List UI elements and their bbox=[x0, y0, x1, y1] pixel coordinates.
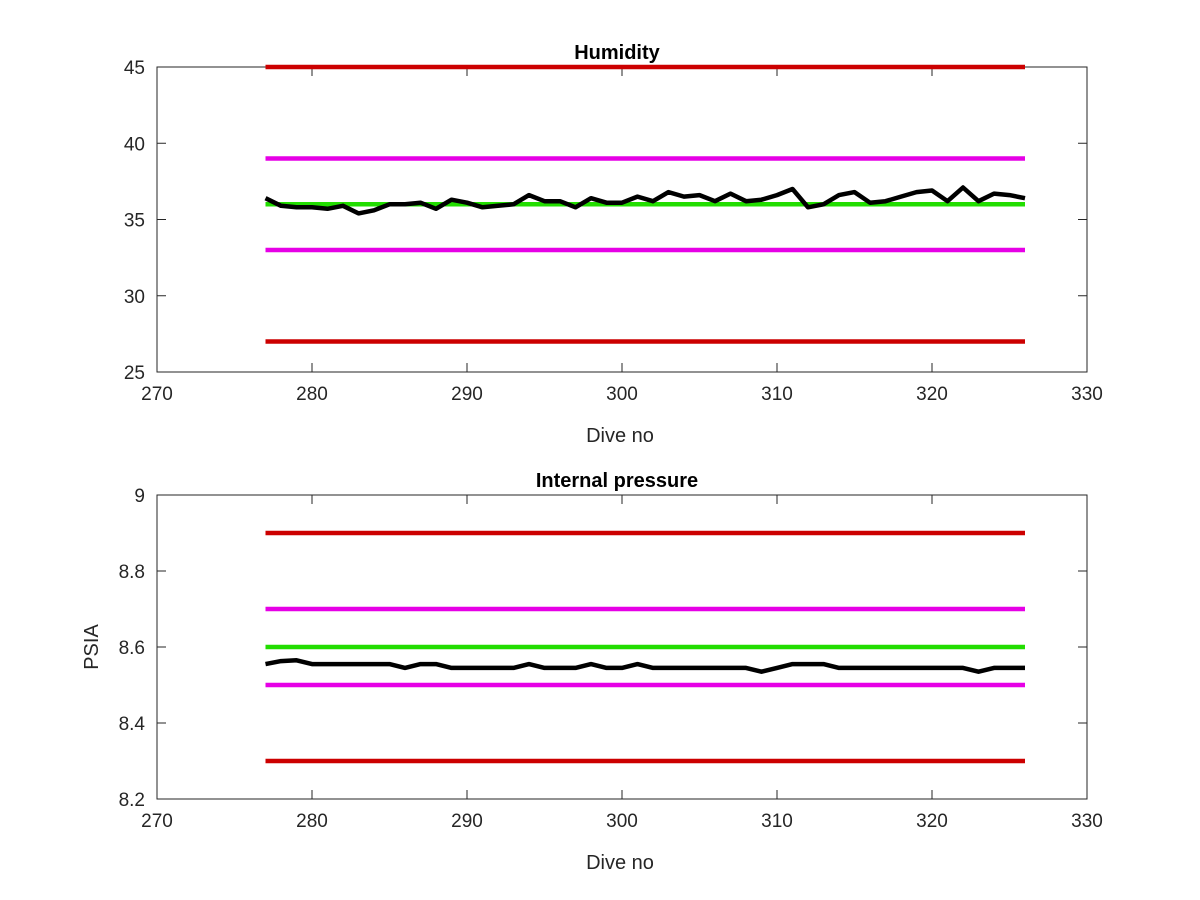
axes-frame bbox=[156, 66, 1088, 373]
y-tick-label: 9 bbox=[134, 486, 145, 507]
data-series-line bbox=[265, 658, 1025, 674]
y-tick-label: 25 bbox=[124, 363, 145, 384]
chart-title: Humidity bbox=[574, 42, 660, 64]
y-tick-label: 8.2 bbox=[119, 790, 145, 811]
y-axis-label: PSIA bbox=[81, 624, 103, 670]
x-axis-label: Dive no bbox=[586, 425, 654, 447]
x-tick-label: 310 bbox=[761, 384, 793, 405]
x-tick-label: 270 bbox=[141, 811, 173, 832]
data-series-line bbox=[264, 185, 1026, 216]
y-tick-label: 35 bbox=[124, 211, 145, 232]
y-tick-label: 40 bbox=[124, 134, 145, 155]
x-tick-label: 320 bbox=[916, 811, 948, 832]
x-tick-label: 330 bbox=[1071, 384, 1103, 405]
x-axis-label: Dive no bbox=[586, 852, 654, 874]
x-tick-label: 280 bbox=[296, 811, 328, 832]
x-tick-label: 320 bbox=[916, 384, 948, 405]
x-tick-label: 270 bbox=[141, 384, 173, 405]
x-tick-label: 290 bbox=[451, 384, 483, 405]
y-tick-label: 8.4 bbox=[119, 714, 146, 735]
x-tick-label: 280 bbox=[296, 384, 328, 405]
y-tick-label: 30 bbox=[124, 287, 145, 308]
x-tick-label: 300 bbox=[606, 384, 638, 405]
y-tick-label: 8.6 bbox=[119, 638, 145, 659]
humidity-chart: 270 280 290 300 310 320 330 25 30 35 40 45 Humidity D… bbox=[124, 42, 1103, 447]
x-tick-label: 330 bbox=[1071, 811, 1103, 832]
chart-title: Internal pressure bbox=[536, 470, 698, 492]
y-tick-label: 45 bbox=[124, 58, 145, 79]
x-tick-label: 310 bbox=[761, 811, 793, 832]
x-tick-label: 290 bbox=[451, 811, 483, 832]
y-tick-label: 8.8 bbox=[119, 562, 145, 583]
x-tick-label: 300 bbox=[606, 811, 638, 832]
internal-pressure-chart: 270 280 290 300 310 320 330 8.2 8.4 8.6 8.8 9 Intern… bbox=[81, 470, 1103, 874]
